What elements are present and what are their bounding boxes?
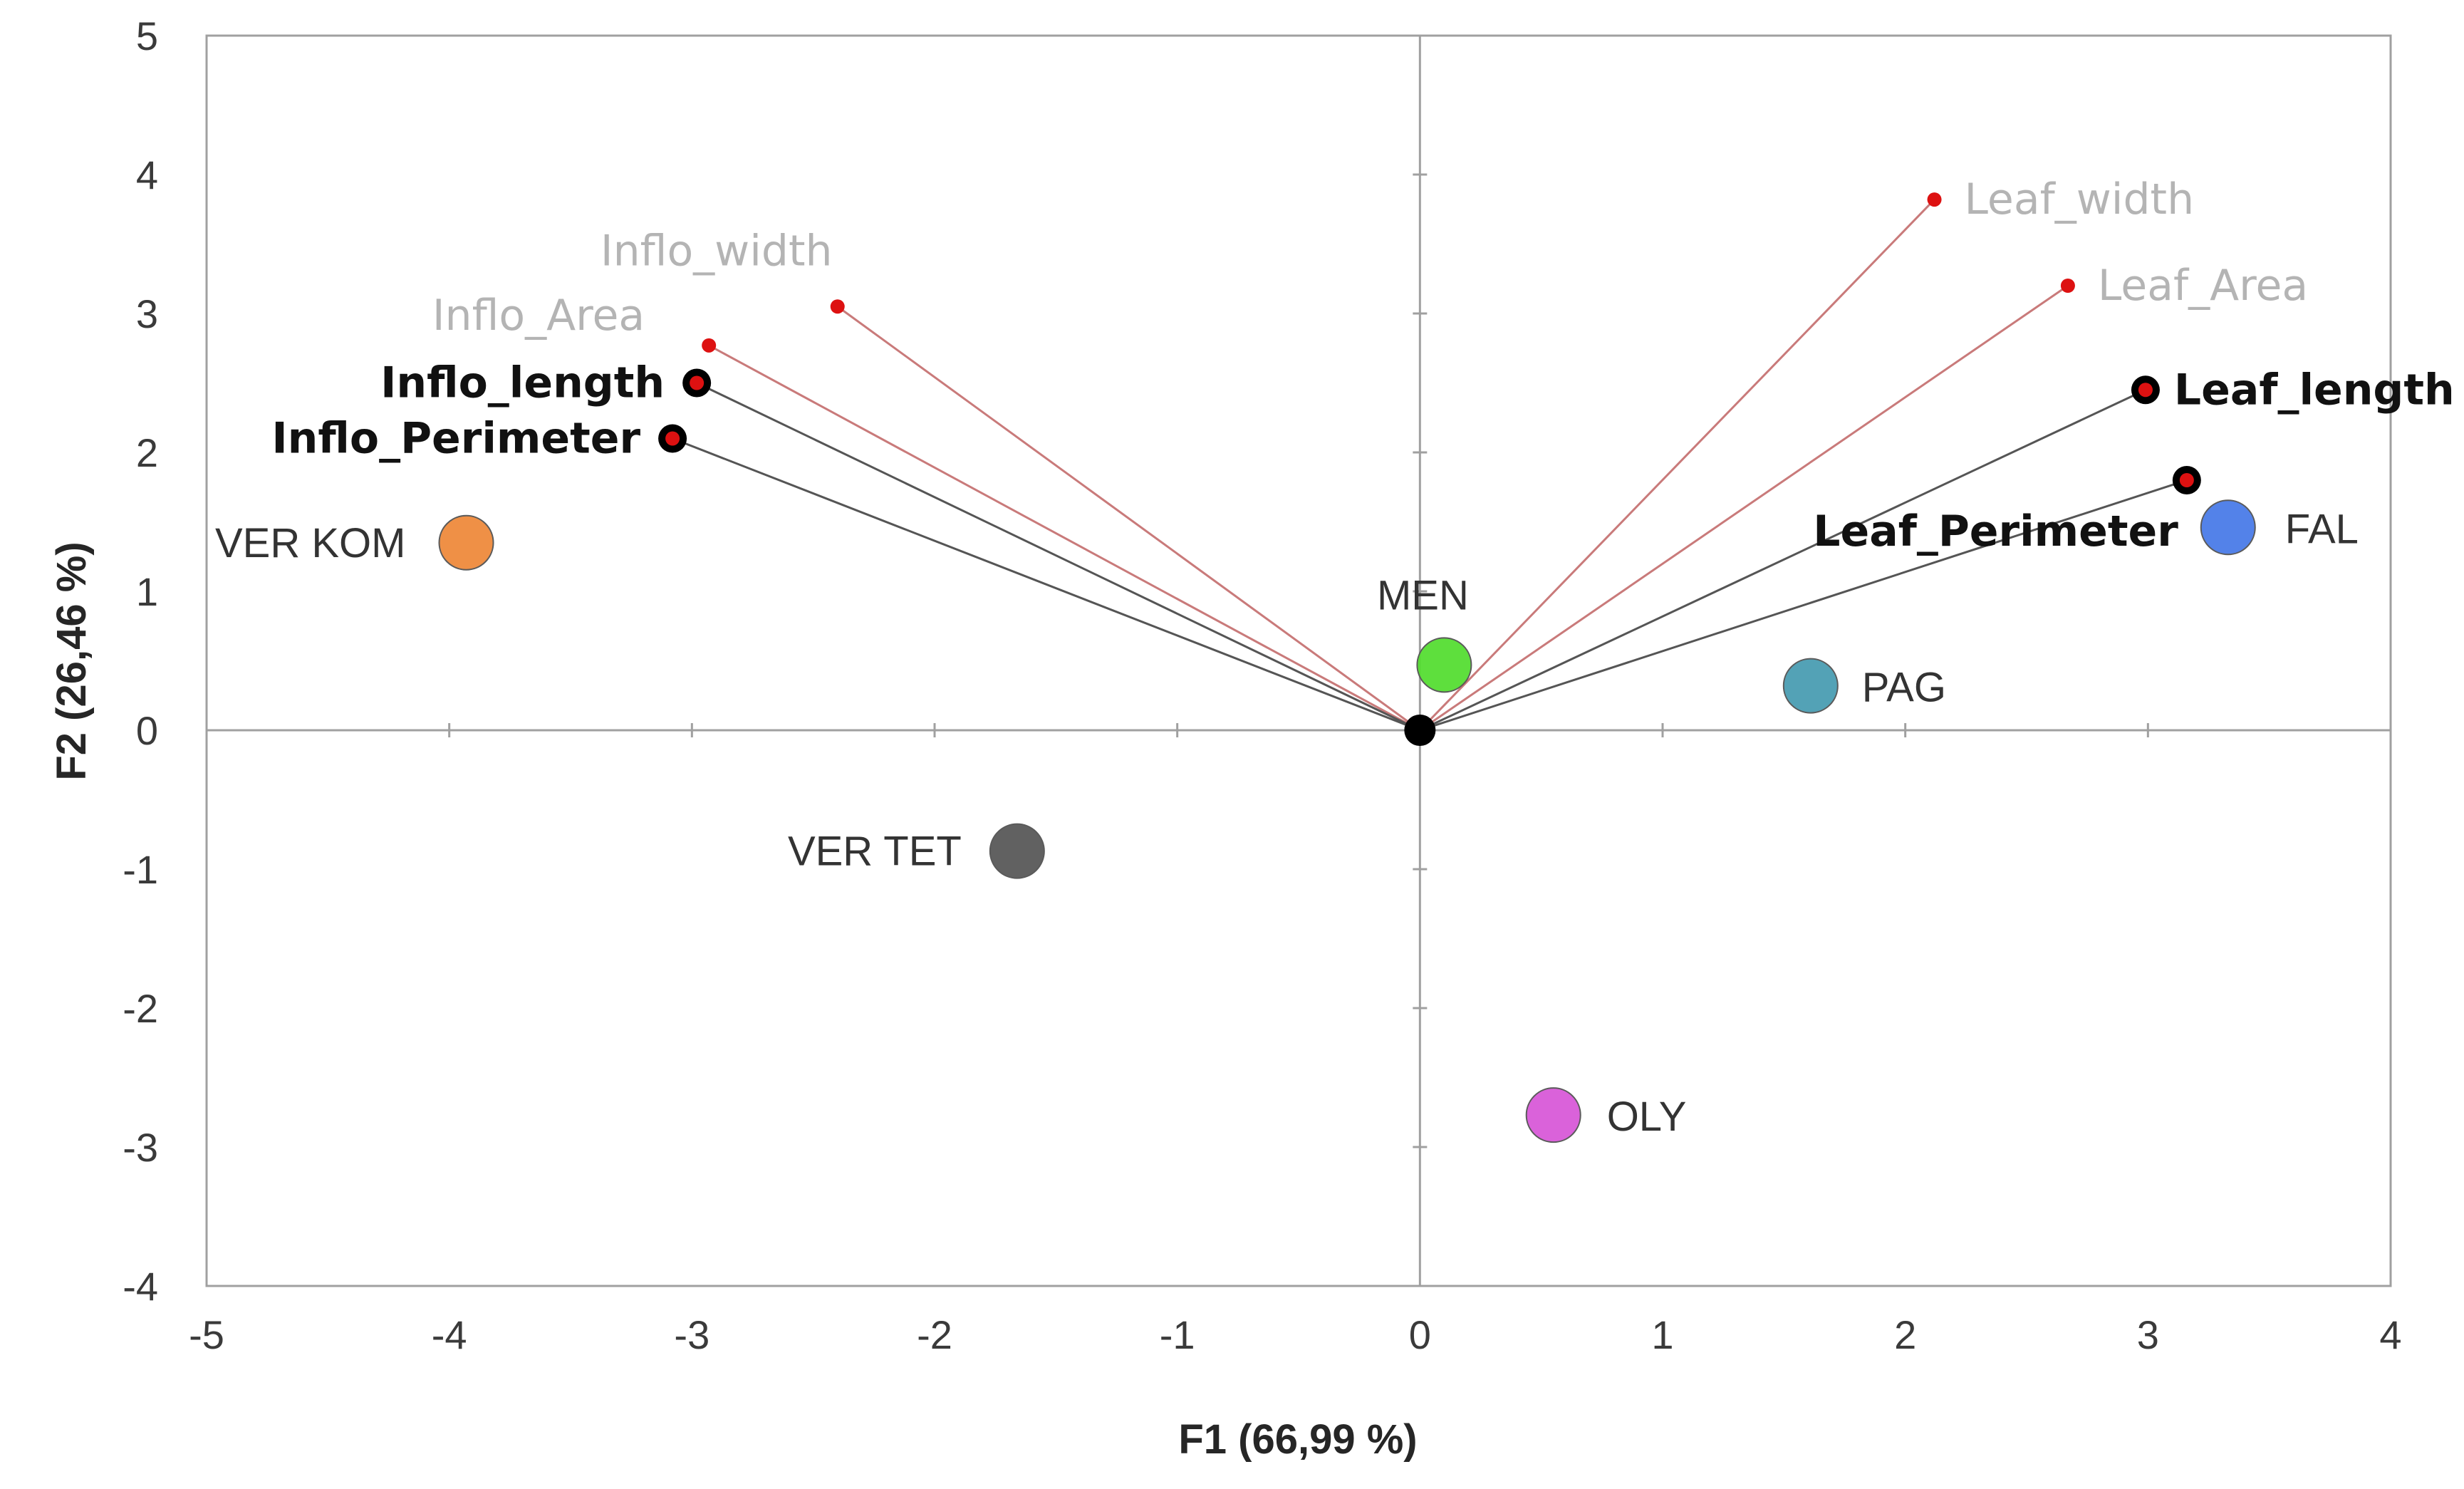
variable-label-inflo-width: Inflo_width <box>601 226 833 276</box>
variable-label-leaf-perimeter: Leaf_Perimeter <box>1813 507 2178 556</box>
plot-frame <box>205 34 2392 1287</box>
observation-label-ver-tet: VER TET <box>788 829 962 875</box>
y-axis-title: F2 (26,46 %) <box>48 541 95 780</box>
y-tick-label: 1 <box>136 569 158 614</box>
vector-line-inflo-length <box>696 382 1420 732</box>
variable-label-inflo-perimeter: Inflo_Perimeter <box>271 414 640 464</box>
vectors-layer <box>658 192 2201 746</box>
vector-line-inflo-area <box>708 344 1421 732</box>
observation-point-oly <box>1525 1087 1581 1143</box>
variable-label-leaf-length: Leaf_length <box>2174 365 2455 415</box>
observation-point-ver-kom <box>438 514 494 571</box>
vector-endpoint-leaf-area <box>2060 279 2075 293</box>
x-tick-label: -5 <box>189 1312 224 1357</box>
y-tick-label: 0 <box>136 708 158 753</box>
variable-label-leaf-area: Leaf_Area <box>2098 261 2308 311</box>
vector-endpoint-leaf-width <box>1927 192 1942 207</box>
vector-endpoint-inflo-width <box>830 299 845 314</box>
x-tick-label: -3 <box>674 1312 709 1357</box>
observation-label-fal: FAL <box>2285 506 2359 552</box>
vector-line-inflo-width <box>836 306 1421 732</box>
observation-point-ver-tet <box>989 823 1045 879</box>
x-axis-title: F1 (66,99 %) <box>1178 1416 1417 1463</box>
variable-label-inflo-area: Inflo_Area <box>432 291 645 341</box>
observation-point-men <box>1416 637 1472 693</box>
y-tick-label: -2 <box>123 986 158 1031</box>
x-tick-label: 4 <box>2379 1312 2401 1357</box>
x-tick-label: -4 <box>432 1312 467 1357</box>
vector-endpoint-inflo-area <box>702 338 717 353</box>
vector-line-leaf-width <box>1419 199 1935 732</box>
y-tick-label: 4 <box>136 152 158 197</box>
y-tick-label: -1 <box>123 847 158 892</box>
observation-label-oly: OLY <box>1607 1094 1687 1140</box>
vector-endpoint-core-leaf-perimeter <box>2179 473 2194 487</box>
vector-line-inflo-perimeter <box>672 437 1420 732</box>
vector-endpoint-core-inflo-length <box>690 375 705 390</box>
vector-line-leaf-perimeter <box>1419 479 2188 732</box>
vector-endpoint-core-inflo-perimeter <box>665 431 680 446</box>
variable-label-inflo-length: Inflo_length <box>380 358 665 408</box>
y-tick-label: 2 <box>136 430 158 475</box>
vector-line-leaf-area <box>1419 284 2069 732</box>
vector-endpoint-core-leaf-length <box>2138 383 2153 398</box>
x-tick-label: -1 <box>1160 1312 1195 1357</box>
x-tick-label: 0 <box>1409 1312 1431 1357</box>
x-tick-label: 1 <box>1651 1312 1673 1357</box>
y-tick-label: -4 <box>123 1264 158 1309</box>
y-tick-label: -3 <box>123 1125 158 1170</box>
observations-layer <box>438 499 2256 1143</box>
x-tick-label: 3 <box>2137 1312 2159 1357</box>
y-tick-label: 5 <box>136 14 158 58</box>
variable-label-leaf-width: Leaf_width <box>1965 175 2195 224</box>
y-tick-label: 3 <box>136 291 158 336</box>
x-tick-label: -2 <box>917 1312 952 1357</box>
x-tick-label: 2 <box>1894 1312 1916 1357</box>
observation-point-pag <box>1782 658 1839 714</box>
observation-label-pag: PAG <box>1862 665 1946 711</box>
origin-point <box>1404 715 1436 746</box>
axes-layer: -5 -4 -3 -2 -1 0 1 2 3 4 -4 -3 -2 -1 0 1 2 3 4 5 <box>123 14 2401 1357</box>
observation-point-fal <box>2200 499 2256 556</box>
observation-label-ver-kom: VER KOM <box>215 520 406 566</box>
labels-layer: Inflo_width Inflo_Area Inflo_length Inflo_P… <box>215 175 2455 1140</box>
vector-line-leaf-length <box>1419 388 2146 732</box>
observation-label-men: MEN <box>1377 572 1469 618</box>
